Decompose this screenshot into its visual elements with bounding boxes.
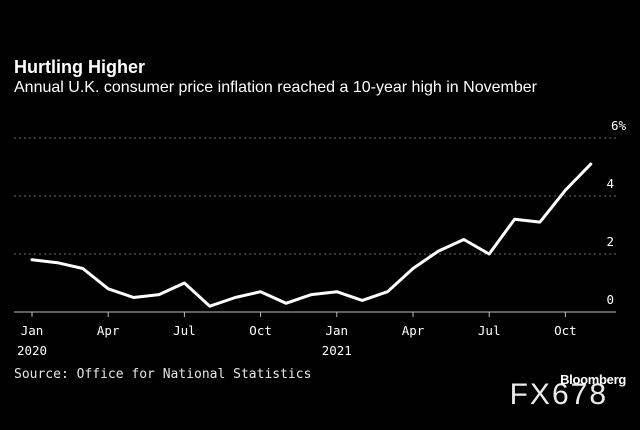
label-layer: 0 2 4 6% Jan Apr Jul Oct Jan Apr Jul Oct 2020 2021 — [17, 118, 627, 358]
source-note: Source: Office for National Statistics — [14, 367, 312, 382]
data-point — [107, 288, 109, 290]
x-tick-label: Oct — [554, 323, 577, 338]
x-tick-label: Apr — [402, 323, 425, 338]
data-point — [463, 238, 465, 241]
y-tick-label: 0 — [606, 292, 614, 307]
data-point — [539, 221, 541, 223]
data-point — [412, 267, 414, 270]
data-point — [209, 305, 211, 308]
x-tick-label: Jan — [21, 323, 44, 338]
x-year-label: 2020 — [17, 343, 47, 358]
data-point — [31, 259, 33, 261]
chart-title: Hurtling Higher — [14, 57, 145, 77]
data-point — [564, 189, 567, 191]
data-point — [590, 163, 592, 165]
data-point — [132, 296, 135, 299]
axis-layer — [14, 311, 616, 317]
data-point — [183, 282, 186, 284]
x-tick-label: Jan — [326, 323, 349, 338]
x-tick-label: Oct — [249, 323, 272, 338]
y-tick-label-top: 6% — [611, 118, 627, 133]
data-point — [259, 290, 262, 293]
data-point — [310, 293, 313, 296]
data-point — [158, 293, 160, 296]
y-tick-label: 4 — [606, 176, 614, 191]
chart-subtitle: Annual U.K. consumer price inflation rea… — [14, 79, 537, 96]
data-point — [336, 290, 338, 293]
x-year-label: 2021 — [322, 343, 352, 358]
x-tick-label: Apr — [97, 323, 120, 338]
watermark: FX678 — [509, 378, 608, 411]
line-layer — [30, 162, 593, 308]
data-point — [361, 299, 364, 302]
data-point — [234, 296, 236, 299]
grid-layer — [14, 137, 616, 255]
data-point — [488, 253, 491, 255]
y-tick-label: 2 — [606, 234, 614, 249]
data-point — [386, 290, 389, 293]
data-point — [56, 261, 59, 264]
data-point — [437, 250, 440, 252]
x-tick-label: Jul — [173, 323, 196, 338]
brand-logo: Bloomberg — [560, 372, 626, 387]
series-line — [30, 162, 593, 308]
x-tick-label: Jul — [478, 323, 501, 338]
data-point — [82, 267, 84, 270]
data-point — [513, 218, 516, 220]
data-point — [285, 302, 287, 305]
